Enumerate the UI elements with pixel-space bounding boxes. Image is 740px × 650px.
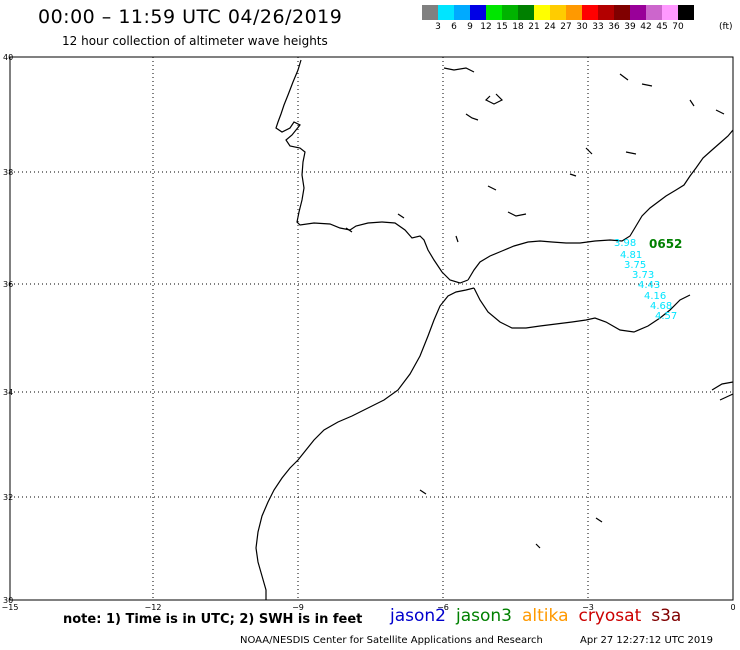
swh-value-label: 4.68: [650, 301, 672, 312]
latitude-label: 36: [3, 280, 13, 289]
footer-note: note: 1) Time is in UTC; 2) SWH is in fe…: [63, 612, 363, 627]
legend-swatch: [598, 5, 614, 20]
swh-value-label: 3.73: [632, 270, 654, 281]
chart-title: 00:00 – 11:59 UTC 04/26/2019: [38, 6, 343, 28]
legend-swatch: [534, 5, 550, 20]
swh-value-label: 4.81: [620, 250, 642, 261]
latitude-labels: 40 38 36 34 32 30: [3, 53, 13, 605]
legend-tick-label: 70: [672, 22, 684, 32]
color-legend: (ft) 3 6 9 12 15 18 21 24 27 30 33 36 39 42 45 70: [422, 5, 740, 34]
legend-swatch: [630, 5, 646, 20]
legend-swatches: [422, 5, 740, 20]
longitude-labels: −15 −12 −9 −6 −3 0: [2, 603, 736, 612]
legend-tick-label: 27: [560, 22, 572, 32]
coast-morocco-atlantic: [255, 287, 475, 600]
longitude-label: 0: [730, 603, 735, 612]
coast-islands: [345, 67, 734, 549]
legend-swatch: [550, 5, 566, 20]
altimeter-track: 3.984.813.753.734.434.164.684.57 0652: [614, 237, 682, 322]
legend-tick-label: 15: [496, 22, 508, 32]
legend-tick-label: 21: [528, 22, 540, 32]
swh-value-label: 3.98: [614, 238, 636, 249]
coast-portugal: [275, 59, 469, 284]
legend-tick-label: 30: [576, 22, 588, 32]
legend-swatch: [582, 5, 598, 20]
latitude-label: 38: [3, 168, 13, 177]
legend-swatch: [646, 5, 662, 20]
legend-swatch: [614, 5, 630, 20]
latitude-label: 32: [3, 493, 13, 502]
latitude-label: 30: [3, 596, 13, 605]
legend-tick-label: 45: [656, 22, 668, 32]
legend-swatch: [486, 5, 502, 20]
generated-timestamp: Apr 27 12:27:12 UTC 2019: [580, 635, 713, 646]
latitude-label: 34: [3, 388, 13, 397]
longitude-label: −12: [145, 603, 162, 612]
swh-value-label: 4.16: [644, 291, 666, 302]
legend-tick-label: 42: [640, 22, 652, 32]
longitude-label: −9: [292, 603, 304, 612]
legend-tick-label: 33: [592, 22, 604, 32]
legend-swatch: [502, 5, 518, 20]
satellite-label-jason2: jason2: [390, 606, 446, 626]
legend-unit: (ft): [719, 22, 733, 32]
satellite-label-altika: altika: [522, 606, 569, 626]
legend-tick-label: 6: [451, 22, 457, 32]
legend-tick-label: 39: [624, 22, 636, 32]
satellite-label-s3a: s3a: [651, 606, 682, 626]
legend-tick-label: 3: [435, 22, 441, 32]
legend-swatch: [566, 5, 582, 20]
legend-tick-label: 18: [512, 22, 524, 32]
latitude-label: 40: [3, 53, 13, 62]
credit-text: NOAA/NESDIS Center for Satellite Applica…: [240, 635, 543, 646]
legend-swatch: [454, 5, 470, 20]
legend-swatch: [662, 5, 678, 20]
legend-swatch: [422, 5, 438, 20]
longitude-label: −15: [2, 603, 19, 612]
legend-tick-label: 24: [544, 22, 556, 32]
satellite-label-jason3: jason3: [456, 606, 512, 626]
legend-swatch: [438, 5, 454, 20]
swh-value-label: 4.57: [655, 311, 677, 322]
legend-swatch: [678, 5, 694, 20]
legend-swatch: [518, 5, 534, 20]
coastlines: [255, 59, 734, 600]
map-frame: [9, 56, 734, 601]
coast-morocco-north: [473, 287, 691, 333]
legend-tick-label: 12: [480, 22, 492, 32]
legend-tick-label: 36: [608, 22, 620, 32]
legend-ticks: (ft) 3 6 9 12 15 18 21 24 27 30 33 36 39 42 45 70: [422, 20, 740, 34]
coast-spain-med: [467, 129, 734, 281]
legend-swatch: [470, 5, 486, 20]
longitude-label: −6: [437, 603, 449, 612]
satellite-label-cryosat: cryosat: [578, 606, 642, 626]
swh-value-label: 3.75: [624, 260, 646, 271]
pass-time-label: 0652: [649, 237, 682, 251]
satellite-legend: jason2 jason3 altika cryosat s3a: [390, 606, 691, 626]
graticule: [10, 57, 733, 600]
legend-tick-label: 9: [467, 22, 473, 32]
chart-subtitle: 12 hour collection of altimeter wave hei…: [62, 34, 328, 48]
swh-value-label: 4.43: [638, 280, 660, 291]
longitude-label: −3: [582, 603, 594, 612]
